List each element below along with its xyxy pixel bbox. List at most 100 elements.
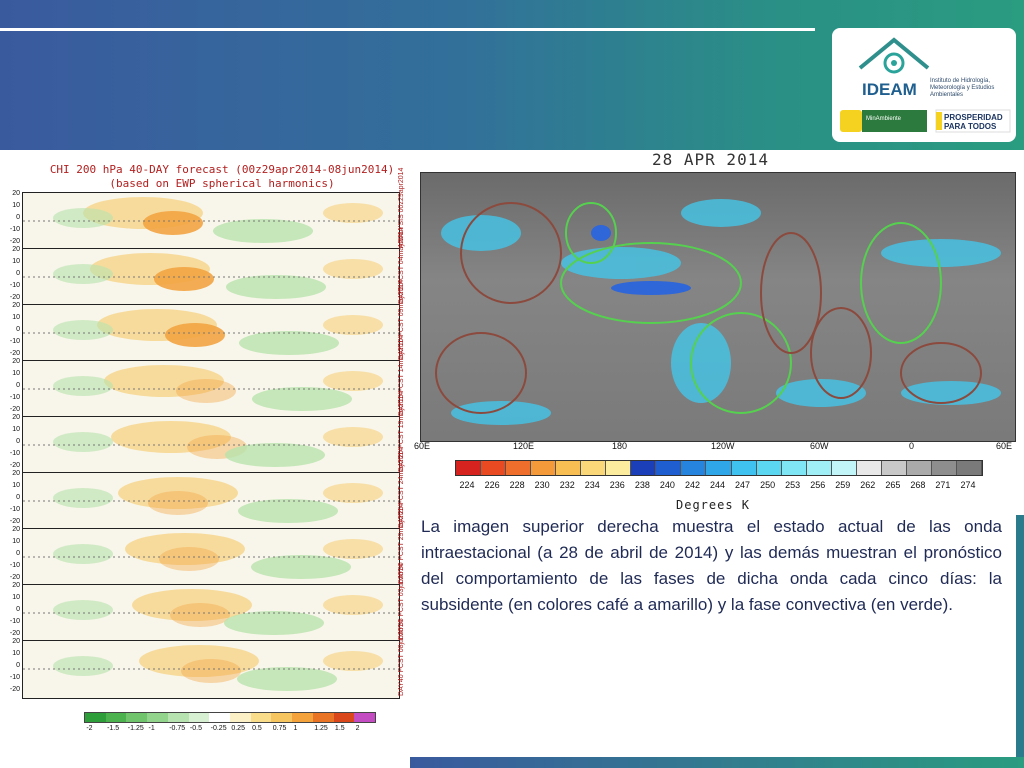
- map-colorbar-label: 240: [659, 480, 675, 490]
- hovmoller-colorbar-label: -1: [148, 725, 155, 732]
- hovmoller-y-tick: 0: [16, 606, 20, 613]
- map-colorbar-label: 256: [810, 480, 826, 490]
- map-colorbar-label: 268: [910, 480, 926, 490]
- map-colorbar-label: 250: [760, 480, 776, 490]
- map-colorbar-swatch: [931, 461, 957, 475]
- minambiente-badge: MinAmbiente: [866, 116, 902, 122]
- map-colorbar-swatch: [856, 461, 882, 475]
- hovmoller-panel: [22, 472, 400, 531]
- map-colorbar-swatch: [881, 461, 907, 475]
- hovmoller-panel-field: [23, 309, 399, 355]
- hovmoller-y-tick: 10: [12, 202, 20, 209]
- hovmoller-colorbar-label: 1.5: [334, 725, 345, 732]
- hovmoller-y-tick: -10: [9, 338, 20, 345]
- hovmoller-colorbar-label: 0.5: [252, 725, 262, 732]
- hovmoller-subtitle: (based on EWP spherical harmonics): [109, 177, 335, 190]
- hovmoller-panel-field: [23, 477, 399, 523]
- map-colorbar-label: 262: [860, 480, 876, 490]
- hovmoller-colorbar-swatch: [85, 713, 106, 722]
- hovmoller-y-tick: -10: [9, 394, 20, 401]
- map-colorbar-label: 265: [885, 480, 901, 490]
- hovmoller-colorbar-swatch: [292, 713, 313, 722]
- prosperidad-badge: PROSPERIDAD PARA TODOS: [944, 113, 1003, 131]
- hovmoller-y-tick: 0: [16, 326, 20, 333]
- footer-band: [410, 757, 1024, 768]
- map-colorbar-swatch: [681, 461, 707, 475]
- logo-subtitle: Instituto de Hidrología, Meteorología y …: [930, 78, 995, 98]
- map-colorbar-swatch: [456, 461, 482, 475]
- hovmoller-y-tick: 10: [12, 314, 20, 321]
- map-colorbar-swatch: [606, 461, 632, 475]
- hovmoller-colorbar-swatch: [105, 713, 127, 722]
- map-x-tick: 60E: [996, 441, 1013, 451]
- hovmoller-panel-field: [23, 533, 399, 579]
- map-x-tick: 60E: [414, 441, 431, 451]
- map-colorbar-swatch: [506, 461, 532, 475]
- hovmoller-y-tick: -20: [9, 238, 20, 245]
- hovmoller-panel-field: [23, 589, 399, 635]
- hovmoller-colorbar-swatch: [250, 713, 272, 722]
- hovmoller-colorbar-swatch: [354, 713, 376, 722]
- hovmoller-colorbar-label: -1.25: [127, 725, 144, 732]
- hovmoller-y-tick: 20: [12, 414, 20, 421]
- hovmoller-y-tick: 0: [16, 550, 20, 557]
- hovmoller-y-tick: 0: [16, 662, 20, 669]
- map-colorbar-label: 226: [484, 480, 500, 490]
- hovmoller-panel-field: [23, 421, 399, 467]
- map-colorbar-label: 232: [559, 480, 575, 490]
- header-rule: [0, 28, 815, 31]
- hovmoller-y-tick: -20: [9, 686, 20, 693]
- hovmoller-y-tick: -20: [9, 518, 20, 525]
- hovmoller-colorbar-label: -2: [86, 725, 93, 732]
- hovmoller-title: CHI 200 hPa 40-DAY forecast (00z29apr201…: [49, 163, 395, 176]
- map-colorbar-label: 244: [710, 480, 726, 490]
- map-colorbar-label: 224: [459, 480, 475, 490]
- map-colorbar-label: 236: [609, 480, 625, 490]
- hovmoller-panel-field: [23, 197, 399, 243]
- hovmoller-y-tick: 20: [12, 470, 20, 477]
- hovmoller-colorbar-label: -0.5: [189, 725, 202, 732]
- map-colorbar-swatch: [831, 461, 857, 475]
- map-colorbar-swatch: [806, 461, 832, 475]
- hovmoller-colorbar-swatch: [126, 713, 148, 722]
- map-colorbar-swatch: [556, 461, 582, 475]
- map-colorbar-unit: Degrees K: [676, 498, 751, 512]
- hovmoller-colorbar-swatch: [333, 713, 355, 722]
- hovmoller-panel: [22, 416, 400, 475]
- hovmoller-y-tick: -10: [9, 226, 20, 233]
- hovmoller-y-tick: -20: [9, 462, 20, 469]
- hovmoller-y-tick: 20: [12, 190, 20, 197]
- hovmoller-panel: [22, 360, 400, 419]
- ideam-logo-box: IDEAM Instituto de Hidrología, Meteorolo…: [832, 28, 1016, 142]
- hovmoller-colorbar-swatch: [188, 713, 210, 722]
- map-x-tick: 180: [612, 441, 628, 451]
- hovmoller-colorbar-swatch: [230, 713, 251, 722]
- hovmoller-y-tick: 10: [12, 650, 20, 657]
- hovmoller-colorbar-label: 1.25: [314, 725, 328, 732]
- hovmoller-colorbar-label: 2: [355, 725, 360, 732]
- map-colorbar-swatch: [781, 461, 807, 475]
- hovmoller-panel: [22, 192, 400, 251]
- map-colorbar: [455, 460, 983, 476]
- hovmoller-y-tick: -20: [9, 406, 20, 413]
- hovmoller-panel: [22, 584, 400, 643]
- map-colorbar-swatch: [581, 461, 607, 475]
- map-colorbar-label: 247: [735, 480, 751, 490]
- logo-title: IDEAM: [862, 80, 917, 99]
- hovmoller-y-tick: 20: [12, 638, 20, 645]
- map-x-tick: 60W: [810, 441, 829, 451]
- hovmoller-y-tick: 20: [12, 302, 20, 309]
- map-colorbar-label: 234: [584, 480, 600, 490]
- hovmoller-y-tick: 0: [16, 270, 20, 277]
- hovmoller-y-tick: 0: [16, 438, 20, 445]
- hovmoller-y-tick: 10: [12, 426, 20, 433]
- map-colorbar-label: 228: [509, 480, 525, 490]
- satellite-map-overlay: [435, 199, 1001, 425]
- hovmoller-colorbar-swatch: [271, 713, 293, 722]
- map-colorbar-swatch: [956, 461, 982, 475]
- hovmoller-y-tick: -20: [9, 630, 20, 637]
- hovmoller-y-tick: 10: [12, 370, 20, 377]
- map-x-tick: 120W: [711, 441, 735, 451]
- hovmoller-panel-field: [23, 365, 399, 411]
- hovmoller-panel: [22, 304, 400, 363]
